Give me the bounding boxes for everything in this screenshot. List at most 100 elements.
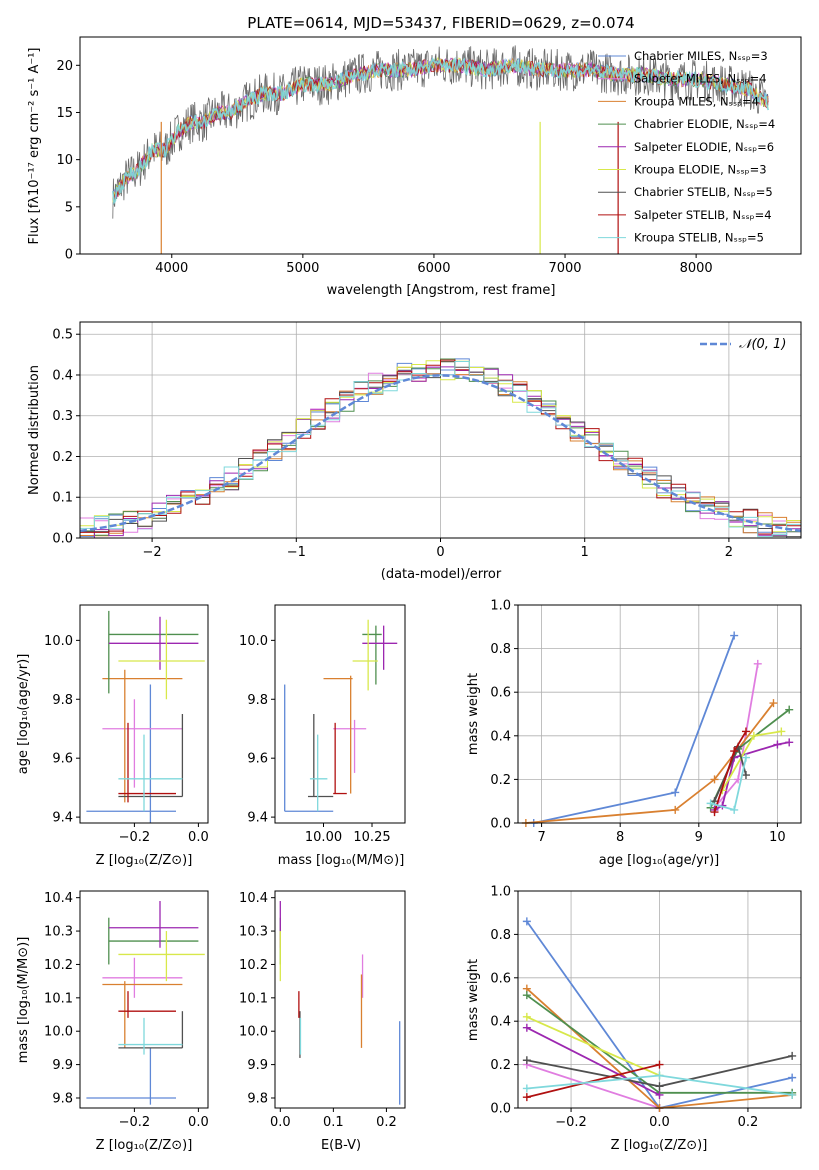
spectrum-legend: Chabrier MILES, Nₛₛₚ=3 Salpeter MILES, Nₛ…	[598, 49, 775, 245]
x-tick-label: 0.0	[188, 830, 209, 845]
legend-label: Kroupa STELIB, Nₛₛₚ=5	[634, 231, 764, 245]
mass-metallicity-x-label: Z [log₁₀(Z/Z⊙)]	[96, 1138, 193, 1153]
weight-marker	[706, 799, 715, 808]
errorbar-point	[362, 625, 382, 685]
errorbar-point	[352, 619, 378, 691]
mass-extinction-axes-frame	[274, 890, 406, 1109]
weight-line	[526, 1063, 660, 1109]
x-tick-label: −0.2	[119, 1115, 151, 1130]
y-tick-label: 0.6	[490, 971, 511, 986]
weight-metallicity-axes-frame	[517, 890, 802, 1109]
weight-series-group	[521, 631, 794, 827]
age-vs-metallicity-panel: −0.2 0.0 9.4 9.6 9.8 10.0 Z [log₁₀(Z/Z⊙)] age…	[16, 604, 209, 868]
y-tick-label: 0	[65, 248, 73, 263]
legend-label: Salpeter MILES, Nₛₛₚ=4	[634, 72, 767, 86]
weight-series	[706, 753, 750, 814]
weight-series	[529, 631, 739, 827]
weight-marker	[655, 1060, 664, 1069]
histogram-axes-frame	[79, 321, 802, 539]
y-tick-label: 9.8	[52, 693, 73, 708]
spectrum-y-axis-label: Flux [fλ10⁻¹⁷ erg cm⁻² s⁻¹ A⁻¹]	[27, 48, 42, 245]
errorbar-point	[108, 610, 199, 694]
errorbar-point	[102, 669, 183, 803]
x-tick-label: 0.0	[188, 1115, 209, 1130]
weight-age-x-label: age [log₁₀(age/yr)]	[599, 853, 720, 868]
errorbar-point	[102, 981, 183, 1048]
weight-metallicity-x-label: Z [log₁₀(Z/Z⊙)]	[611, 1138, 708, 1153]
tick-marks: −0.2 0.0 9.4 9.6 9.8 10.0	[44, 634, 209, 845]
weight-marker	[522, 991, 531, 1000]
y-tick-label: 9.8	[247, 693, 268, 708]
weight-marker	[741, 753, 750, 762]
y-tick-label: 9.6	[247, 752, 268, 767]
errorbar-points	[86, 901, 205, 1105]
x-tick-label: 9	[695, 830, 703, 845]
weight-line	[526, 1026, 660, 1096]
mass-weight-vs-metallicity-panel: −0.2 0.0 0.2 0.0 0.2 0.4 0.6 0.8 1.0 Z [log₁₀(Z/…	[466, 885, 802, 1153]
weight-marker	[788, 1090, 797, 1099]
y-tick-label: 10.3	[44, 925, 73, 940]
mass-weight-vs-age-panel: 7 8 9 10 0.0 0.2 0.4 0.6 0.8 1.0 age [log₁₀(age/y…	[466, 599, 802, 868]
legend-label: Chabrier STELIB, Nₛₛₚ=5	[634, 185, 773, 199]
weight-series	[522, 1060, 664, 1102]
y-tick-label: 5	[65, 200, 73, 215]
x-tick-label: 0.0	[270, 1115, 291, 1130]
legend-label: Kroupa ELODIE, Nₛₛₚ=3	[634, 163, 767, 177]
errorbar-point	[102, 957, 183, 998]
weight-age-y-label: mass weight	[466, 673, 481, 755]
y-tick-label: 0.0	[490, 1102, 511, 1117]
age-vs-mass-panel: 10.00 10.25 9.4 9.6 9.8 10.0 mass [log₁₀(M/M⊙…	[239, 604, 406, 868]
x-tick-label: 10.25	[353, 830, 390, 845]
errorbar-point	[118, 1011, 184, 1049]
age-metallicity-axes-frame	[79, 604, 209, 824]
y-tick-label: 0.4	[52, 368, 73, 383]
legend-label: Salpeter STELIB, Nₛₛₚ=4	[634, 208, 772, 222]
errorbar-point	[108, 917, 199, 965]
x-tick-label: 2	[725, 545, 733, 560]
errorbar-point	[323, 675, 353, 794]
x-tick-label: 8	[616, 830, 624, 845]
x-tick-label: 0	[436, 545, 444, 560]
y-tick-label: 10.0	[239, 1025, 268, 1040]
spectrum-axes-frame	[79, 36, 802, 255]
weight-marker	[753, 659, 762, 668]
weight-age-axes-frame	[517, 604, 802, 824]
spectrum-line	[112, 56, 769, 203]
spectrum-x-axis-label: wavelength [Angstrom, rest frame]	[327, 283, 556, 298]
weight-marker	[671, 788, 680, 797]
errorbar-point	[86, 1047, 176, 1105]
weight-series	[522, 1051, 797, 1091]
errorbar-point	[86, 684, 176, 823]
histogram-y-axis-label: Normed distribution	[27, 365, 42, 495]
y-tick-label: 0.0	[490, 817, 511, 832]
y-tick-label: 10.0	[239, 634, 268, 649]
errorbar-point	[309, 734, 328, 812]
x-tick-label: −0.2	[119, 830, 151, 845]
errorbar-point	[118, 1017, 183, 1055]
tick-marks: 10.00 10.25 9.4 9.6 9.8 10.0	[239, 634, 391, 845]
spectrum-series-group	[112, 45, 769, 254]
errorbar-point	[333, 719, 367, 773]
weight-series-group	[522, 917, 797, 1112]
mass-extinction-x-label: E(B-V)	[321, 1138, 361, 1153]
weight-marker	[710, 775, 719, 784]
x-tick-label: 8000	[680, 261, 713, 276]
spectrum-line	[112, 56, 769, 206]
weight-line	[533, 635, 736, 824]
age-metallicity-y-label: age [log₁₀(age/yr)]	[16, 654, 31, 775]
weight-marker	[749, 731, 758, 740]
age-mass-x-label: mass [log₁₀(M/M⊙)]	[278, 853, 405, 868]
histogram-x-axis-label: (data-model)/error	[381, 567, 502, 582]
spectrum-line	[112, 58, 769, 201]
x-tick-label: 0.1	[323, 1115, 344, 1130]
x-tick-label: 7000	[548, 261, 581, 276]
y-tick-label: 0.0	[52, 532, 73, 547]
tick-marks: −0.2 0.0 9.8 9.9 10.0 10.1 10.2 10.3 10.4	[44, 891, 209, 1130]
x-tick-label: 10	[769, 830, 786, 845]
errorbar-point	[118, 734, 183, 812]
weight-series	[521, 699, 778, 827]
weight-marker	[785, 738, 794, 747]
errorbar-point	[307, 714, 334, 798]
y-tick-label: 9.9	[247, 1058, 268, 1073]
